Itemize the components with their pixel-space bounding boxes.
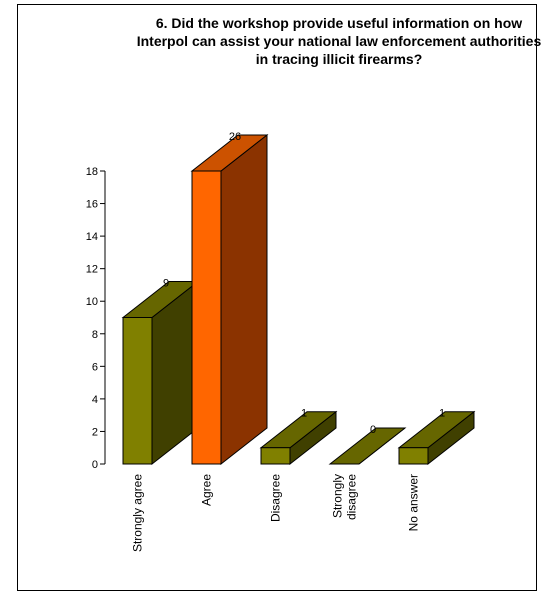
category-label-line: disagree <box>345 474 359 520</box>
bar-side-1 <box>220 133 268 466</box>
category-label-3: Stronglydisagree <box>331 474 359 520</box>
chart-title: 6. Did the workshop provide useful infor… <box>136 15 542 67</box>
y-tick-label-2: 2 <box>92 426 98 438</box>
y-tick-label-10: 10 <box>86 296 98 308</box>
data-label-3: 0 <box>370 424 376 436</box>
bar-1 <box>191 170 222 465</box>
category-label-line: Disagree <box>269 474 283 522</box>
y-tick-label-6: 6 <box>92 361 98 373</box>
bar-0 <box>122 317 153 465</box>
data-label-4: 1 <box>439 408 445 420</box>
category-label-2: Disagree <box>269 474 283 522</box>
data-label-2: 1 <box>301 408 307 420</box>
chart-frame <box>17 4 537 591</box>
category-label-line: Strongly <box>331 474 345 518</box>
y-tick-label-0: 0 <box>92 459 98 471</box>
category-label-line: Agree <box>200 474 214 506</box>
bar-2 <box>260 447 291 465</box>
y-tick-label-4: 4 <box>92 394 98 406</box>
data-label-0: 9 <box>163 278 169 290</box>
category-label-0: Strongly agree <box>131 474 145 552</box>
category-label-4: No answer <box>407 474 421 531</box>
category-label-line: Strongly agree <box>131 474 145 552</box>
bar-4 <box>398 447 429 465</box>
category-label-line: No answer <box>407 474 421 531</box>
y-tick-label-16: 16 <box>86 199 98 211</box>
bar-top-3 <box>328 427 407 465</box>
category-label-1: Agree <box>200 474 214 506</box>
y-tick-label-8: 8 <box>92 329 98 341</box>
y-tick-label-18: 18 <box>86 166 98 178</box>
y-tick-label-14: 14 <box>86 231 98 243</box>
y-tick-label-12: 12 <box>86 264 98 276</box>
data-label-1: 26 <box>229 131 241 143</box>
